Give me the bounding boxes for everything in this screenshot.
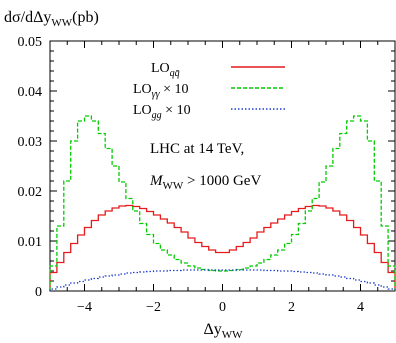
y-axis-title-main: dσ/dΔy [4,9,51,26]
y-axis-title-unit: (pb) [72,9,99,26]
series-line-1 [49,115,396,291]
annotation-mass-cut: MWW > 1000 GeV [149,173,261,192]
series-line-2 [49,269,396,291]
annotation-lhc-energy: LHC at 14 TeV, [150,141,244,157]
legend-label-lo-gg: LOgg × 10 [133,103,191,121]
y-tick-label: 0.01 [18,235,43,250]
x-tick-label: 0 [219,300,226,315]
x-tick-labels: −4 −2 0 2 4 [77,300,364,315]
y-tick-label: 0.03 [18,135,43,150]
series-line-0 [49,204,396,291]
y-tick-label: 0.02 [18,185,43,200]
y-axis-title: dσ/dΔyWW(pb) [4,9,99,29]
plot-frame [49,40,396,292]
legend-label-lo-qq: LOqq̄ [151,61,180,79]
y-tick-labels: 0 0.01 0.02 0.03 0.04 0.05 [18,35,43,300]
y-axis-title-sub: WW [51,17,72,29]
x-axis-title-sub: WW [222,329,243,341]
legend: LOqq̄ LOγγ × 10 LOgg × 10 [133,61,285,121]
x-tick-label: −4 [77,300,92,315]
x-tick-label: 4 [357,300,364,315]
y-tick-label: 0.05 [18,35,43,50]
y-tick-label: 0 [35,285,42,300]
y-tick-label: 0.04 [18,85,43,100]
x-tick-label: 2 [288,300,295,315]
x-tick-label: −2 [146,300,161,315]
x-axis-title: ΔyWW [203,321,243,341]
legend-label-lo-gammagamma: LOγγ × 10 [133,82,188,100]
data-series [49,115,396,291]
axis-ticks [49,40,396,292]
x-axis-title-main: Δy [203,321,221,338]
